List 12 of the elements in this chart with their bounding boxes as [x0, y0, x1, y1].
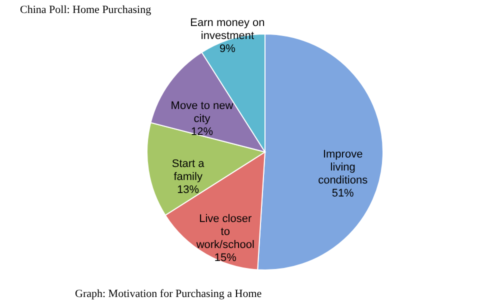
slice-label: Earn money on investment	[190, 16, 265, 42]
chart-title: China Poll: Home Purchasing	[20, 4, 152, 16]
slice-label: Live closer to work/school	[195, 213, 254, 252]
data-label: 51%	[332, 187, 354, 200]
data-label: 12%	[190, 126, 214, 138]
data-label: 13%	[177, 184, 200, 196]
text: Graph: Motivation for Purchasing a Home	[75, 288, 262, 300]
slice-label: Start a family	[172, 158, 206, 184]
data-label: 9%	[220, 42, 236, 55]
data-label: 15%	[214, 252, 237, 264]
slice-label: Move to new city	[170, 100, 234, 126]
slice-label: Improve living conditions	[318, 148, 368, 186]
